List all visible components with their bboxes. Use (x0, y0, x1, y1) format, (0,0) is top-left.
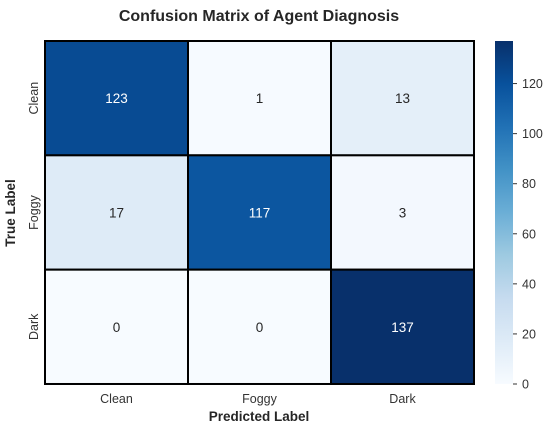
x-tick-label: Dark (389, 392, 416, 406)
cell-value-label: 17 (109, 205, 124, 220)
colorbar-tick-label: 80 (522, 177, 536, 191)
cell-value-label: 1 (256, 91, 264, 106)
y-axis-label: True Label (3, 179, 18, 247)
colorbar (495, 41, 513, 384)
heatmap-cells (44, 40, 475, 385)
cell-value-label: 123 (105, 91, 128, 106)
y-axis-ticks: Clean Foggy Dark (27, 82, 41, 340)
colorbar-ticks: 0 20 40 60 80 100 120 (513, 77, 543, 392)
y-tick-label: Clean (27, 82, 41, 115)
colorbar-tick-label: 0 (522, 378, 529, 392)
colorbar-tick-label: 100 (522, 127, 543, 141)
heatmap-cell (330, 154, 475, 271)
y-tick-label: Foggy (27, 194, 41, 229)
heatmap-cell (44, 40, 189, 157)
cell-value-label: 0 (256, 320, 264, 335)
cell-value-label: 117 (249, 205, 271, 220)
cell-value-label: 13 (395, 91, 410, 106)
colorbar-tick-label: 20 (522, 327, 536, 341)
colorbar-tick-label: 40 (522, 277, 536, 291)
heatmap-cell (44, 268, 189, 385)
x-tick-label: Foggy (242, 392, 277, 406)
cell-value-label: 137 (391, 320, 414, 335)
heatmap-cell (330, 268, 475, 385)
cell-value-label: 3 (399, 205, 407, 220)
heatmap-cell (187, 40, 332, 157)
chart-title: Confusion Matrix of Agent Diagnosis (119, 8, 399, 25)
x-axis-label: Predicted Label (209, 409, 310, 424)
heatmap-cell (187, 268, 332, 385)
colorbar-tick-label: 120 (522, 77, 543, 91)
x-tick-label: Clean (100, 392, 133, 406)
colorbar-tick-label: 60 (522, 227, 536, 241)
heatmap-cell-labels: 123 1 13 17 117 3 0 0 137 (105, 91, 414, 335)
heatmap-cell (330, 40, 475, 157)
y-tick-label: Dark (27, 313, 41, 340)
x-axis-ticks: Clean Foggy Dark (100, 392, 416, 406)
cell-value-label: 0 (113, 320, 121, 335)
heatmap-cell (44, 154, 189, 271)
